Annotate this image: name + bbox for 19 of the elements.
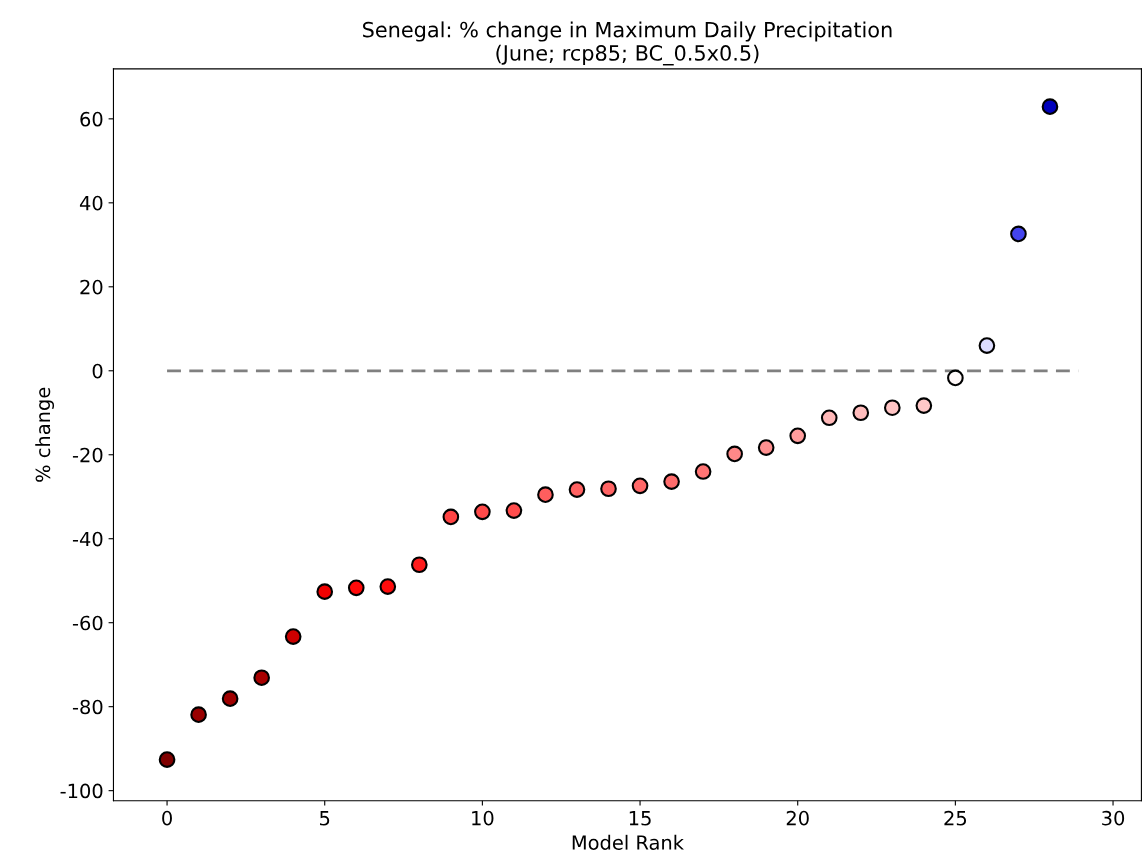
y-axis-title: % change <box>35 387 55 482</box>
x-tick-label: 5 <box>320 811 330 826</box>
x-axis-title: Model Rank <box>572 834 684 850</box>
y-tick-label: 0 <box>92 363 103 379</box>
y-tick-label: -40 <box>72 531 103 547</box>
y-tick-label: 60 <box>80 111 103 127</box>
y-tick-label: -80 <box>72 699 103 715</box>
x-tick-label: 0 <box>162 810 172 826</box>
y-tick-label: -100 <box>60 783 103 799</box>
y-tick-label: 40 <box>79 195 103 211</box>
y-tick-label: 20 <box>80 279 103 295</box>
x-tick-label: 10 <box>472 810 494 826</box>
x-tick-label: 15 <box>629 811 651 826</box>
y-tick-label: -20 <box>72 447 103 463</box>
chart-title: Senegal: % change in Maximum Daily Precipitation (June; rcp85; BC_0.5x0.5) <box>363 21 892 66</box>
x-tick-label: 25 <box>944 810 967 826</box>
x-tick-label: 30 <box>1102 810 1125 826</box>
x-tick-label: 20 <box>786 810 809 826</box>
y-tick-label: -60 <box>72 615 103 631</box>
